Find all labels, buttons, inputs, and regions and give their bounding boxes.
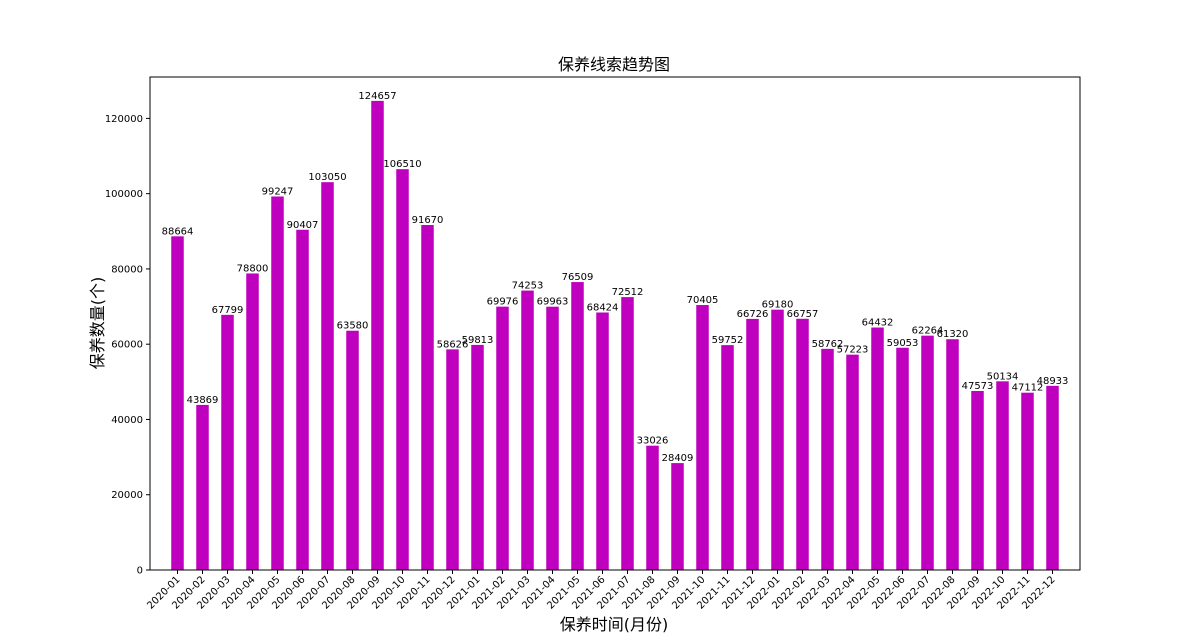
bar-value-label: 64432 (862, 318, 894, 329)
y-axis-label: 保养数量(个) (88, 277, 107, 370)
y-ticks-group: 0 20000 40000 60000 80000 100000 120000 (105, 114, 150, 577)
bar-value-label: 99247 (262, 186, 294, 197)
bar (371, 100, 384, 571)
bar-value-label: 59053 (887, 338, 919, 349)
bar-value-label: 48933 (1037, 376, 1069, 387)
bar-value-label: 57223 (837, 345, 869, 356)
bar (696, 305, 709, 570)
y-tick-label: 0 (137, 566, 143, 577)
bar (346, 330, 359, 570)
y-tick-label: 100000 (105, 189, 143, 200)
y-tick-label: 80000 (111, 264, 143, 275)
bar (771, 309, 784, 570)
bar (221, 314, 234, 570)
bar-value-label: 47112 (1012, 383, 1044, 394)
bar-value-label: 66726 (737, 309, 769, 320)
bar (896, 347, 909, 570)
bar (846, 354, 859, 570)
y-tick-label: 60000 (111, 340, 143, 351)
bar-value-label: 33026 (637, 436, 669, 447)
bar-value-label: 124657 (358, 91, 396, 102)
bar (496, 306, 509, 570)
bar (321, 182, 334, 570)
bar (421, 225, 434, 571)
bar (396, 169, 409, 570)
bar (1046, 385, 1059, 570)
chart-title: 保养线索趋势图 (558, 55, 670, 74)
bar (646, 445, 659, 570)
bar-value-label: 69963 (537, 297, 569, 308)
bar-value-label: 58626 (437, 339, 469, 350)
bar-value-label: 68424 (587, 302, 619, 313)
bar (746, 318, 759, 570)
bar (571, 282, 584, 570)
bar (446, 349, 459, 570)
bar-value-label: 88664 (162, 226, 194, 237)
bar (721, 345, 734, 570)
bar (621, 297, 634, 570)
bar-value-label: 28409 (662, 453, 694, 464)
bar-value-label: 72512 (612, 287, 644, 298)
bar (471, 344, 484, 570)
bar-value-label: 58762 (812, 339, 844, 350)
x-ticks-group: 2020-012020-022020-032020-042020-052020-… (145, 570, 1058, 612)
bar-value-label: 70405 (687, 295, 719, 306)
bar (871, 327, 884, 570)
bar (946, 339, 959, 570)
bar-value-label: 91670 (412, 215, 444, 226)
bar-value-label: 50134 (987, 371, 1019, 382)
bar (921, 335, 934, 570)
y-tick-label: 20000 (111, 490, 143, 501)
bar-value-label: 74253 (512, 281, 544, 292)
bar-value-label: 61320 (937, 329, 969, 340)
bar-labels-group: 88664 43869 67799 78800 99247 90407 103050 6358… (162, 91, 1069, 464)
bar-value-label: 90407 (287, 220, 319, 231)
bar (271, 196, 284, 570)
bar-value-label: 59752 (712, 335, 744, 346)
bar-value-label: 106510 (383, 159, 421, 170)
bar (1021, 392, 1034, 570)
bar (196, 404, 209, 570)
bars-group (171, 100, 1059, 571)
bar (296, 229, 309, 570)
bar-value-label: 69976 (487, 297, 519, 308)
bar (246, 273, 259, 570)
bar-value-label: 76509 (562, 272, 594, 283)
bar (546, 306, 559, 570)
bar (671, 463, 684, 570)
y-tick-label: 120000 (105, 114, 143, 125)
bar (521, 290, 534, 570)
bar (171, 236, 184, 570)
bar-value-label: 47573 (962, 381, 994, 392)
bar-value-label: 63580 (337, 321, 369, 332)
bar-value-label: 103050 (308, 172, 346, 183)
bar (821, 348, 834, 570)
bar (996, 381, 1009, 570)
bar (596, 312, 609, 570)
x-axis-label: 保养时间(月份) (560, 615, 669, 634)
y-tick-label: 40000 (111, 415, 143, 426)
bar-value-label: 78800 (237, 263, 269, 274)
bar-value-label: 69180 (762, 300, 794, 311)
bar-value-label: 67799 (212, 305, 244, 316)
bar-value-label: 62264 (912, 326, 944, 337)
bar-value-label: 43869 (187, 395, 219, 406)
bar-value-label: 66757 (787, 309, 819, 320)
plot-area-frame (149, 76, 1081, 571)
bar (971, 390, 984, 570)
bar (796, 318, 809, 570)
bar-value-label: 59813 (462, 335, 494, 346)
